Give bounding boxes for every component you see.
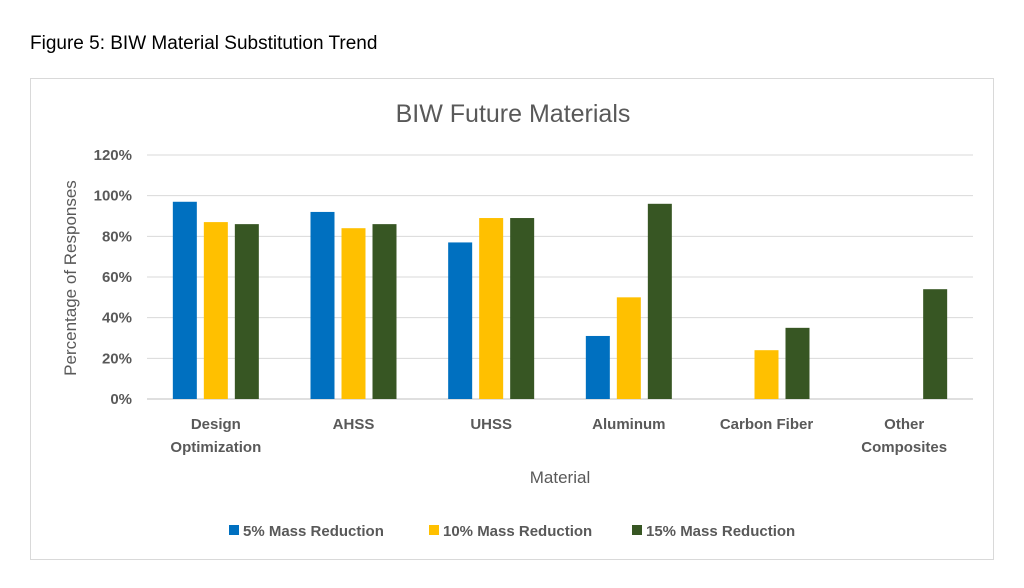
y-axis-ticks: 0% 20% 40% 60% 80% 100% 120% [94,147,132,408]
x-category-label: UHSS [470,416,512,433]
legend-swatch [429,525,439,535]
legend: 5% Mass Reduction 10% Mass Reduction 15% M… [229,523,795,540]
x-category-label: AHSS [333,416,375,433]
gridlines [147,154,973,400]
y-tick-label: 80% [102,228,132,245]
bar [172,201,197,399]
bar [647,203,672,399]
y-tick-label: 100% [94,188,132,205]
bar [785,327,810,399]
chart-frame: BIW Future Materials 0% 20% 40% 60% 80% 100% 1… [30,78,994,560]
legend-swatch [632,525,642,535]
bar [479,218,504,399]
bar-chart: BIW Future Materials 0% 20% 40% 60% 80% 100% 1… [61,100,973,540]
bar [341,228,366,399]
y-tick-label: 20% [102,350,132,367]
bar [616,297,641,399]
y-tick-label: 60% [102,269,132,286]
x-axis-title: Material [530,468,590,487]
x-category-label: Aluminum [592,416,665,433]
bar [510,218,535,399]
legend-label: 15% Mass Reduction [646,523,795,540]
x-axis-categories: Design Optimization AHSS UHSS Aluminum Carbon… [170,416,947,456]
bar [754,350,779,399]
y-tick-label: 0% [110,391,132,408]
bar [585,335,610,399]
bar [448,242,473,399]
legend-swatch [229,525,239,535]
bar [203,222,228,399]
x-category-label: Design [191,416,241,433]
x-category-label: Composites [861,439,947,456]
bar [310,211,335,399]
x-category-label: Optimization [170,439,261,456]
bar [923,289,948,399]
x-category-label: Other [884,416,924,433]
legend-label: 10% Mass Reduction [443,523,592,540]
bar [234,224,259,399]
legend-label: 5% Mass Reduction [243,523,384,540]
y-tick-label: 40% [102,310,132,327]
figure-caption: Figure 5: BIW Material Substitution Tren… [30,33,378,54]
y-tick-label: 120% [94,147,132,164]
chart-title: BIW Future Materials [396,100,631,128]
bars [172,201,948,399]
y-axis-title: Percentage of Responses [61,180,80,376]
x-category-label: Carbon Fiber [720,416,814,433]
bar [372,224,397,399]
